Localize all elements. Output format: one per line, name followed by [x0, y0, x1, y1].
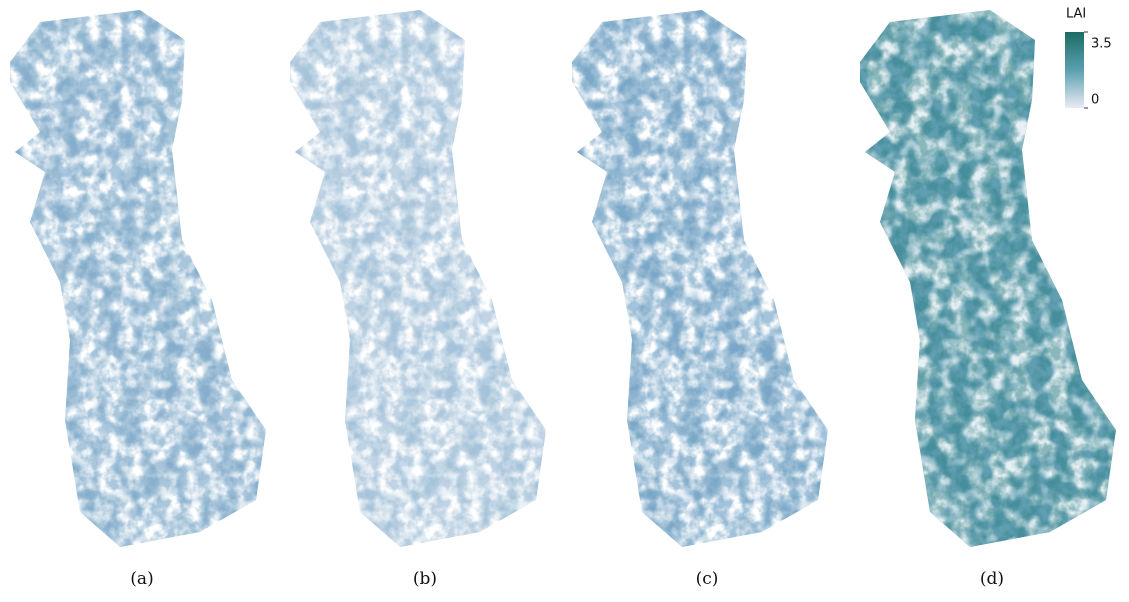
map-b: [290, 10, 546, 547]
panel-label: (d): [980, 569, 1004, 589]
panel-label: (c): [696, 569, 719, 589]
figure: (a) (b) (c) (d) LAI 0 3.5: [0, 0, 1129, 602]
map-c: [572, 10, 828, 547]
panel-label: (b): [413, 569, 437, 589]
map-a: [10, 10, 266, 547]
colorbar: [1065, 32, 1084, 108]
colorbar-title: LAI: [1066, 7, 1086, 22]
colorbar-tick-label: 0: [1091, 93, 1099, 108]
panel-label: (a): [130, 569, 153, 589]
colorbar-tick-label: 3.5: [1091, 37, 1112, 52]
